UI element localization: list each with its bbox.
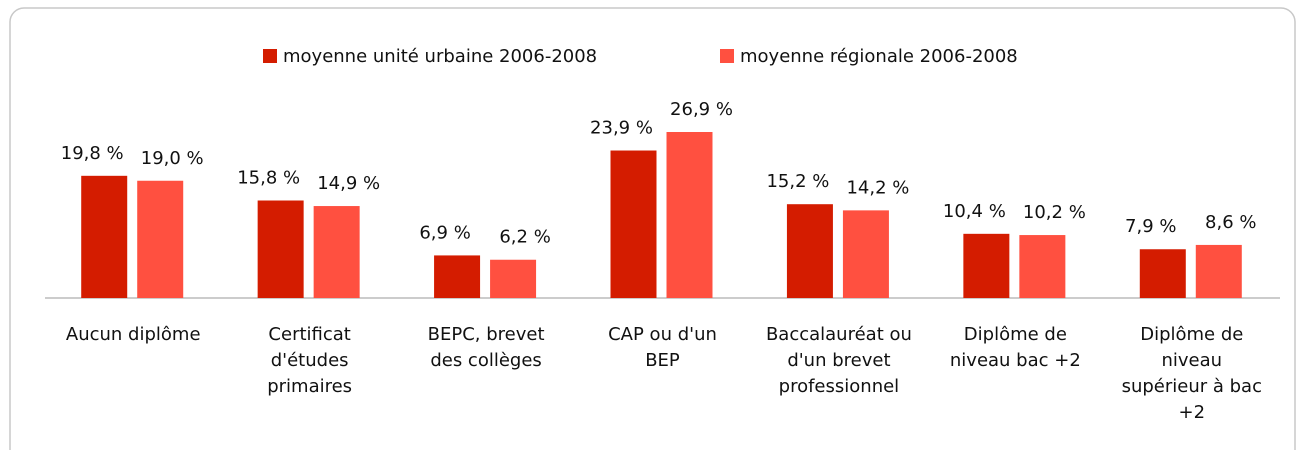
x-tick-line: d'études [271, 350, 349, 371]
x-tick-line: Diplôme de [964, 324, 1067, 345]
bar [963, 233, 1010, 298]
x-tick-line: Baccalauréat ou [766, 324, 912, 345]
value-label: 15,8 % [237, 167, 300, 188]
x-tick-line: BEPC, brevet [428, 324, 545, 345]
x-tick-line: niveau bac +2 [950, 350, 1081, 371]
bar [313, 206, 360, 298]
x-tick-label: BEPC, brevet des collèges [428, 324, 545, 371]
bar [81, 175, 128, 298]
x-tick-label: Diplôme de niveau bac +2 [950, 324, 1081, 371]
legend-label: moyenne unité urbaine 2006-2008 [283, 46, 597, 67]
value-label: 14,2 % [846, 177, 909, 198]
bar [1139, 249, 1186, 298]
x-tick-label: CAP ou d'un BEP [608, 324, 717, 371]
value-label: 7,9 % [1125, 216, 1176, 237]
value-label: 10,2 % [1023, 202, 1086, 223]
x-tick-label: Diplôme de niveau supérieur à bac +2 [1122, 324, 1262, 423]
value-label: 6,9 % [419, 222, 470, 243]
x-tick-line: BEP [645, 350, 680, 371]
value-label: 6,2 % [499, 227, 550, 248]
legend-swatch [720, 49, 734, 63]
value-label: 15,2 % [766, 171, 829, 192]
x-tick-line: des collèges [430, 350, 541, 371]
x-tick-label: Aucun diplôme [66, 324, 201, 345]
x-tick-line: professionnel [779, 376, 900, 397]
bar [842, 210, 889, 298]
value-label: 26,9 % [670, 99, 733, 120]
bar [786, 204, 833, 298]
bar [434, 255, 481, 298]
bar [666, 132, 713, 298]
x-tick-line: CAP ou d'un [608, 324, 717, 345]
bar [1019, 235, 1066, 298]
value-label: 19,0 % [141, 148, 204, 169]
legend-swatch [263, 49, 277, 63]
value-label: 23,9 % [590, 118, 653, 139]
x-tick-line: Certificat [268, 324, 350, 345]
x-tick-label: Certificat d'études primaires [267, 324, 352, 397]
legend-label: moyenne régionale 2006-2008 [740, 46, 1018, 67]
value-label: 19,8 % [61, 143, 124, 164]
value-label: 10,4 % [943, 201, 1006, 222]
x-tick-line: supérieur à bac [1122, 376, 1262, 397]
bar [1195, 244, 1242, 298]
x-tick-line: d'un brevet [787, 350, 890, 371]
x-tick-line: primaires [267, 376, 352, 397]
x-tick-label: Baccalauréat ou d'un brevet professionnel [766, 324, 912, 397]
value-label: 14,9 % [317, 173, 380, 194]
value-label: 8,6 % [1205, 212, 1256, 233]
bar [257, 200, 304, 298]
x-tick-line: Aucun diplôme [66, 324, 201, 345]
x-tick-line: niveau [1161, 350, 1222, 371]
bar [610, 150, 657, 298]
x-tick-line: +2 [1179, 402, 1206, 423]
bar [490, 259, 537, 298]
x-tick-line: Diplôme de [1140, 324, 1243, 345]
bar [137, 180, 184, 298]
